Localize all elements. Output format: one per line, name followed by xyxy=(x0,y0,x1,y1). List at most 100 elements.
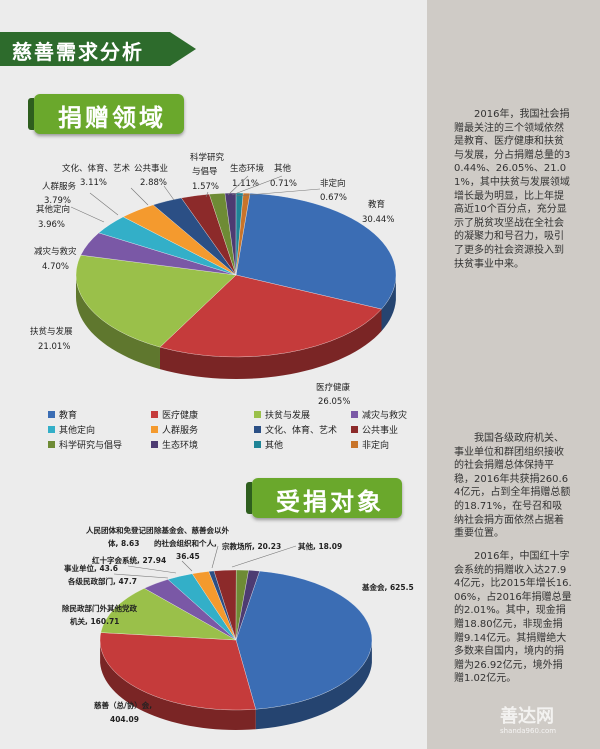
paragraph-government-donations: 我国各级政府机关、事业单位和群团组织接收的社会捐赠总体保持平稳，2016年共获捐… xyxy=(454,433,571,540)
pie-slice-wall xyxy=(159,309,382,379)
paragraph-redcross: 2016年，中国红十字会系统的捐赠收入达27.94亿元，比2015年增长16.0… xyxy=(454,551,572,685)
label-fund: 基金会, 625.5 xyxy=(361,582,414,592)
section-title: 受捐对象 xyxy=(276,487,384,516)
paragraph-donation-fields: 2016年，我国社会捐赠最关注的三个领域依然是教育、医疗健康和扶贫与发展，分占捐… xyxy=(454,109,571,270)
label-med-value: 26.05% xyxy=(318,397,350,407)
label-gov-1: 除民政部门外其他党政 xyxy=(62,603,137,613)
legend-label: 减灾与救灾 xyxy=(362,411,408,421)
label-pov-name: 扶贫与发展 xyxy=(30,326,73,337)
pie-slice-0 xyxy=(235,193,397,310)
legend-swatch xyxy=(151,426,158,433)
legend-swatch xyxy=(254,426,261,433)
label-eco-name: 生态环境 xyxy=(230,163,265,174)
legend-label: 其他 xyxy=(265,441,284,451)
label-inst: 事业单位, 43.6 xyxy=(64,563,118,573)
legend-label: 生态环境 xyxy=(162,441,199,451)
label-ppl-name: 人群服务 xyxy=(42,181,77,192)
pie-slice-1 xyxy=(159,274,382,358)
label-dis-name: 减灾与救灾 xyxy=(34,246,77,257)
legend-label: 人群服务 xyxy=(162,426,199,436)
legend-item: 非定向 xyxy=(351,438,389,451)
label-sci-name-1: 科学研究 xyxy=(190,152,225,163)
label-gov-2: 机关, 160.71 xyxy=(70,616,119,626)
label-redcross: 红十字会系统, 27.94 xyxy=(92,555,166,565)
legend-label: 其他定向 xyxy=(59,426,96,436)
pie-slice-wall xyxy=(100,642,256,730)
label-civil: 各级民政部门, 47.7 xyxy=(67,576,137,586)
legend-swatch xyxy=(254,411,261,418)
legend-item: 其他 xyxy=(254,438,283,451)
legend-item: 生态环境 xyxy=(151,438,198,451)
legend-item: 减灾与救灾 xyxy=(351,408,407,421)
legend-swatch xyxy=(351,426,358,433)
legend-swatch xyxy=(48,426,55,433)
legend-swatch xyxy=(151,441,158,448)
pie-slice-wall xyxy=(255,642,372,730)
label-oth-name: 其他定向 xyxy=(36,204,70,215)
legend-label: 教育 xyxy=(59,411,78,421)
legend-label: 医疗健康 xyxy=(162,411,199,421)
label-charity-2: 404.09 xyxy=(110,715,139,724)
pie-slice-2 xyxy=(100,588,237,641)
label-other-value: 0.71% xyxy=(270,179,297,189)
label-nond-name: 非定向 xyxy=(320,178,346,189)
legend-label: 公共事业 xyxy=(362,426,399,436)
label-soc-2: 的社会组织和个人, xyxy=(154,538,217,548)
label-nond-value: 0.67% xyxy=(320,193,347,203)
legend-item: 人群服务 xyxy=(151,423,198,436)
watermark-url: shanda960.com xyxy=(500,727,557,735)
section-header-recipient: 受捐对象 xyxy=(246,478,402,518)
label-sci-name-2: 与倡导 xyxy=(192,166,218,177)
label-ppl-value: 3.79% xyxy=(44,196,71,206)
pie-slice-0 xyxy=(235,570,373,710)
label-med-name: 医疗健康 xyxy=(316,382,351,393)
legend-item: 科学研究与倡导 xyxy=(48,438,122,451)
legend-label: 科学研究与倡导 xyxy=(59,441,123,451)
legend-item: 教育 xyxy=(48,408,77,421)
label-other-name: 其他 xyxy=(274,163,292,174)
label-edu-name: 教育 xyxy=(368,199,385,210)
legend-swatch xyxy=(48,441,55,448)
legend-item: 扶贫与发展 xyxy=(254,408,310,421)
section-header-donation-field: 捐赠领域 xyxy=(28,94,184,134)
legend-swatch xyxy=(151,411,158,418)
label-edu-value: 30.44% xyxy=(362,215,394,225)
label-eco-value: 1.11% xyxy=(232,179,259,189)
legend-label: 扶贫与发展 xyxy=(265,411,311,421)
pie-slice-9 xyxy=(235,570,260,641)
label-cul-value: 3.11% xyxy=(80,178,107,188)
legend-label: 文化、体育、艺术 xyxy=(265,426,338,436)
legend-item: 文化、体育、艺术 xyxy=(254,423,337,436)
label-charity-1: 慈善（总/协）会, xyxy=(94,700,152,710)
watermark-logo: 善达网 xyxy=(500,706,554,727)
legend-swatch xyxy=(351,411,358,418)
legend-item: 公共事业 xyxy=(351,423,398,436)
label-oth-value: 3.96% xyxy=(38,220,65,230)
label-pub-value: 2.88% xyxy=(140,178,167,188)
legend-swatch xyxy=(351,441,358,448)
legend-item: 医疗健康 xyxy=(151,408,198,421)
pie-slice-11 xyxy=(235,192,251,276)
pie-slice-wall xyxy=(76,275,160,370)
label-people-2: 体, 8.63 xyxy=(108,538,139,548)
right-panel xyxy=(427,0,600,749)
label-pub-name: 公共事业 xyxy=(134,163,168,174)
pie-slice-1 xyxy=(99,632,256,711)
legend-label: 非定向 xyxy=(362,441,390,451)
page-title: 慈善需求分析 xyxy=(12,40,144,64)
legend-item: 其他定向 xyxy=(48,423,95,436)
pie-slice-2 xyxy=(75,254,237,348)
label-people-1: 人民团体和免登记团 xyxy=(86,525,154,535)
label-other: 其他, 18.09 xyxy=(298,541,342,551)
label-dis-value: 4.70% xyxy=(42,262,69,272)
label-soc-1: 除基金会、慈善会以外 xyxy=(154,525,229,535)
page-title-banner: 慈善需求分析 xyxy=(0,32,196,66)
legend-swatch xyxy=(254,441,261,448)
label-sci-value: 1.57% xyxy=(192,182,219,192)
pie-slice-wall xyxy=(381,278,396,332)
